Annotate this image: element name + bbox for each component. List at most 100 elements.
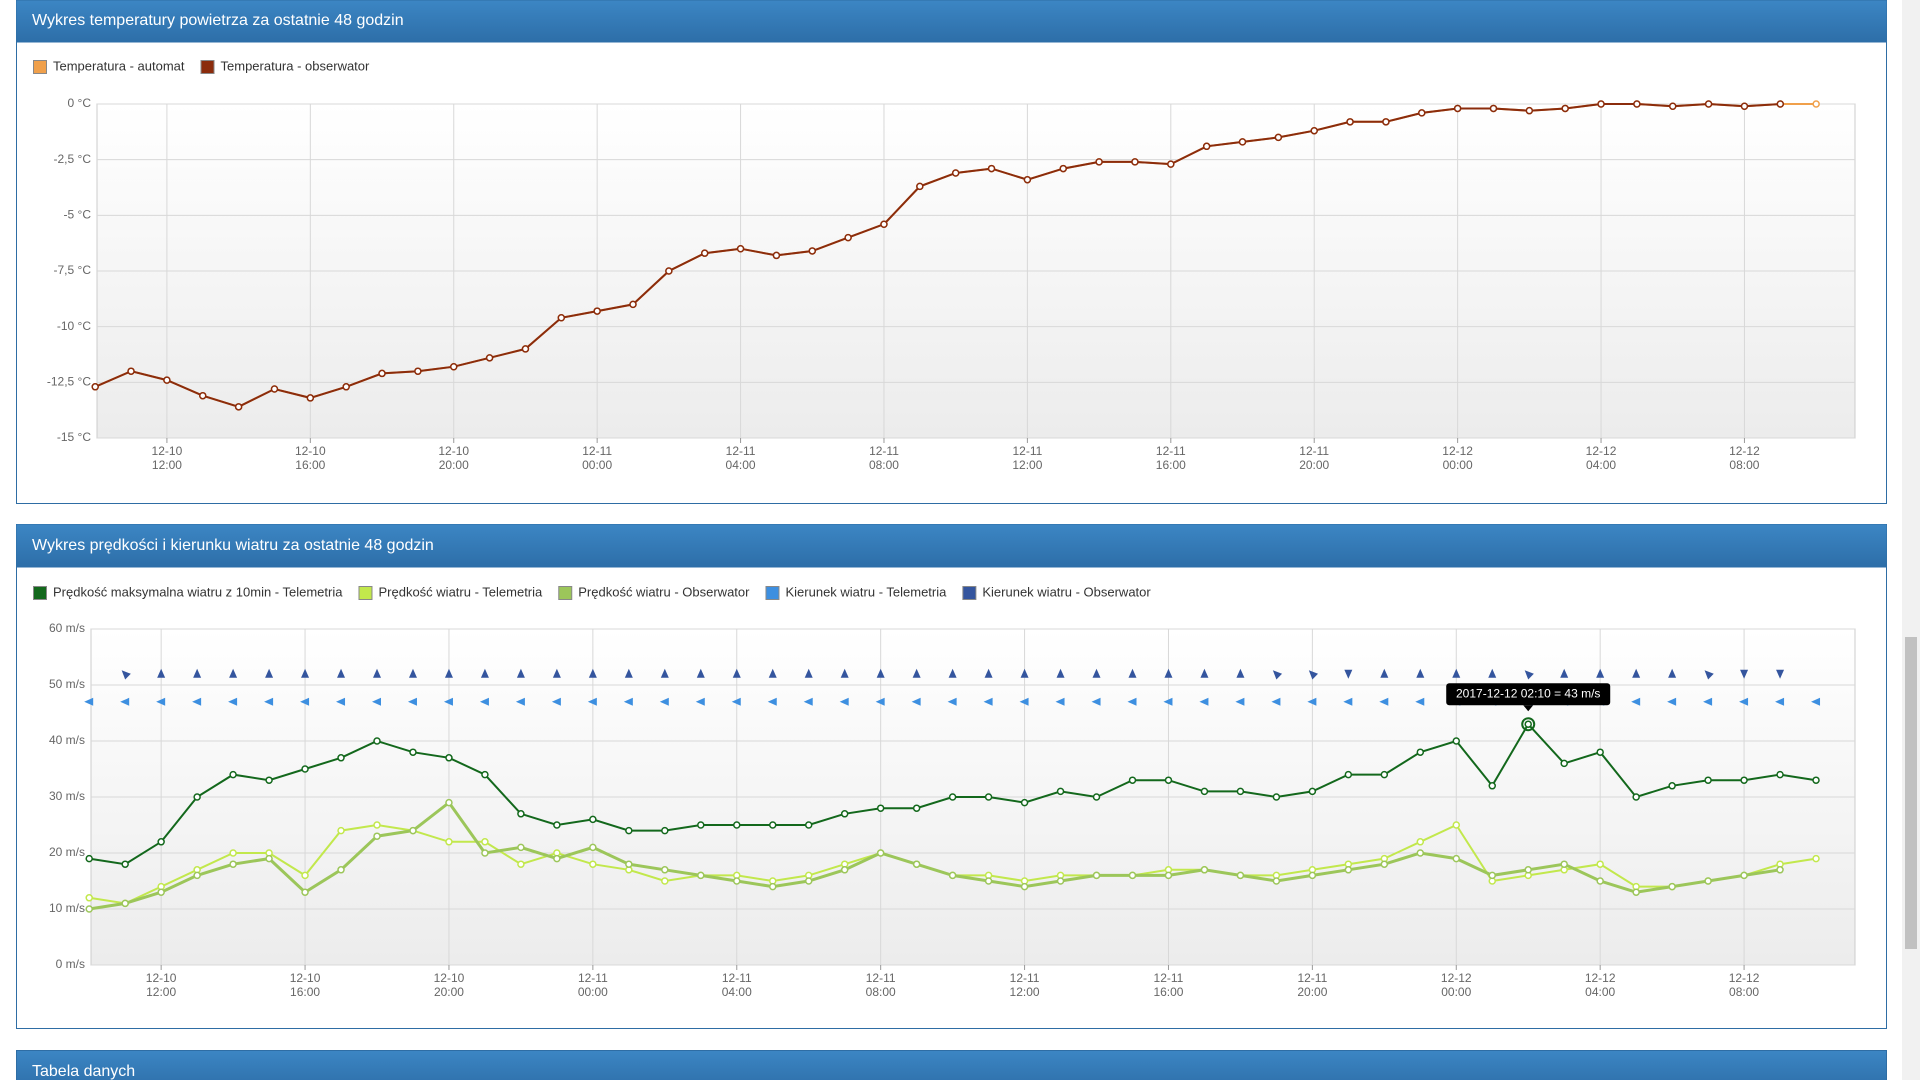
data-point [553,821,561,829]
x-tick-label: 12-10 16:00 [294,444,326,472]
legend-swatch [33,586,47,600]
data-point [629,300,637,309]
x-tick-label: 12-11 08:00 [865,971,896,999]
direction-arrow [121,670,131,680]
direction-arrow [767,697,777,706]
direction-arrow [1020,668,1029,678]
data-point [625,860,633,868]
x-tick-label: 12-12 08:00 [1729,444,1760,472]
data-point [1095,158,1103,166]
direction-arrow [1596,668,1605,678]
data-point [948,871,957,880]
data-point [772,251,781,260]
x-tick-label: 12-11 00:00 [582,444,613,472]
direction-arrow [301,668,310,678]
data-point [951,169,960,177]
direction-arrow [372,697,382,706]
data-point [91,383,99,391]
data-point [1596,860,1604,868]
x-tick-label: 12-10 16:00 [289,971,321,999]
direction-arrow [876,668,885,678]
data-point [1128,776,1137,784]
data-point [1238,138,1247,146]
x-tick-label: 12-12 08:00 [1728,971,1760,999]
data-point [373,832,381,840]
data-point [553,854,561,863]
panel-header [16,0,1887,43]
direction-arrow [156,697,166,706]
y-tick-label: 0 m/s [56,957,85,971]
direction-arrow [1092,668,1101,678]
data-point [1740,871,1748,880]
data-point [1488,782,1496,790]
y-tick-label: 20 m/s [49,845,85,859]
data-point [1560,759,1568,768]
hover-point [1521,717,1536,732]
data-point [1525,106,1534,115]
x-tick-label: 12-12 00:00 [1442,444,1473,472]
data-point [1131,158,1139,166]
direction-arrow [588,668,597,678]
data-point [593,307,601,315]
series-line [88,800,1781,911]
y-tick-label: -2,5 °C [54,152,92,166]
data-point [1164,871,1173,880]
data-point [1740,102,1749,110]
data-point [1416,838,1425,846]
direction-arrow [1128,668,1137,678]
direction-arrow [1668,668,1677,678]
data-point [1561,104,1569,113]
direction-arrow [732,668,741,678]
x-tick-label: 12-11 16:00 [1153,971,1184,999]
x-tick-label: 12-11 16:00 [1155,444,1186,472]
y-tick-label: 10 m/s [49,901,85,915]
direction-arrow [1452,668,1461,678]
direction-arrow [1308,670,1319,680]
data-point [1056,877,1065,885]
data-point [1812,100,1820,108]
direction-arrow [1199,697,1209,706]
data-point [517,843,525,852]
data-point [557,314,566,322]
direction-arrow [1344,669,1353,679]
data-point [916,182,924,191]
data-point [121,860,129,868]
data-point [337,866,345,874]
data-point [301,888,309,896]
data-point [804,877,813,885]
data-point [1380,770,1389,779]
data-point [121,899,129,908]
direction-arrow [1740,669,1749,679]
data-point [984,877,993,885]
data-point [844,233,852,242]
scrollbar-thumb[interactable] [1905,637,1917,949]
data-point [1596,877,1604,885]
direction-arrow [265,668,274,678]
data-point [876,804,885,812]
direction-arrow [948,668,957,678]
legend-label: Prędkość wiatru - Obserwator [578,584,750,599]
data-point [697,871,705,880]
tooltip-box [1446,683,1611,706]
data-point [1236,871,1245,880]
direction-arrow [193,668,202,678]
direction-arrow [552,668,561,678]
data-point [1023,175,1032,184]
direction-arrow [1524,670,1534,680]
data-point [733,821,741,829]
direction-arrow [120,697,130,706]
data-point [517,860,525,868]
direction-arrow [1019,697,1029,706]
data-point [306,394,315,402]
direction-arrow [157,668,166,678]
direction-arrow [1200,668,1209,678]
data-point [1092,871,1101,880]
data-point [589,843,597,852]
legend-swatch [558,586,573,600]
data-point [804,821,813,829]
direction-arrow [373,668,382,678]
x-tick-label: 12-11 08:00 [868,444,899,472]
direction-arrow [1667,697,1677,706]
legend-swatch [200,60,215,74]
